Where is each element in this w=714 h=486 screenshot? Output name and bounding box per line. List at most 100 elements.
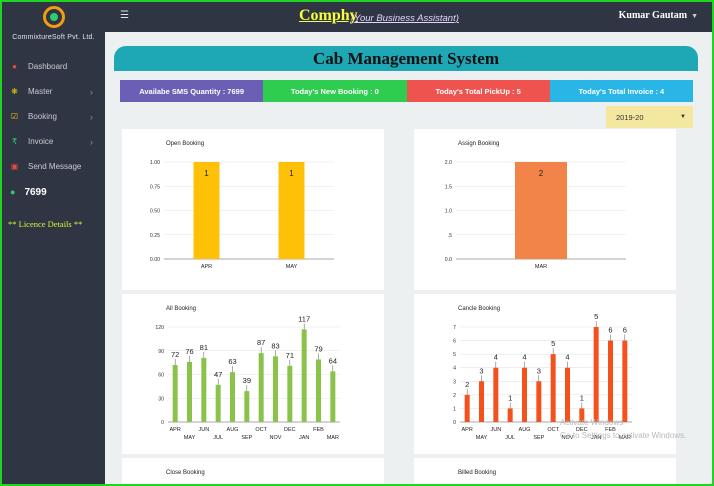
chart-card-assign-booking: Assign Booking 2.0 1.5 1.0 .5 0.0 2 MAR: [414, 129, 676, 290]
caret-down-icon: ▼: [691, 12, 698, 20]
data-label: 2: [465, 380, 469, 389]
bar: [316, 359, 321, 422]
chart-svg: 2.0 1.5 1.0 .5 0.0 2 MAR: [445, 160, 626, 270]
x-tick-label: APR: [462, 427, 473, 433]
y-tick-label: 7: [453, 325, 456, 331]
chart-title: Billed Booking: [458, 470, 497, 476]
bar: [515, 162, 567, 259]
financial-year-select[interactable]: 2019-20 ▼: [606, 106, 693, 128]
bar: [579, 408, 585, 422]
bar: [622, 340, 628, 422]
page-title-bar: Cab Management System: [114, 46, 698, 71]
data-label: 4: [565, 353, 569, 362]
chart-card-close-booking: Close Booking: [122, 458, 384, 484]
x-tick-label: NOV: [562, 435, 574, 441]
y-tick-label: 5: [453, 352, 456, 358]
y-tick-label: 3: [453, 379, 456, 385]
bar: [258, 353, 264, 422]
bar: [278, 162, 305, 259]
data-label: 1: [508, 393, 512, 402]
activate-windows-watermark: Activate Windows Go to Settings to activ…: [560, 416, 686, 442]
data-label: 117: [298, 314, 310, 323]
data-label: 79: [314, 344, 322, 353]
x-tick-label: DEC: [284, 427, 296, 433]
sidebar-item-master[interactable]: ❋ Master ›: [2, 79, 105, 104]
sidebar-item-send-message[interactable]: ▣ Send Message: [2, 154, 105, 179]
chart-card-all-booking: All Booking 120 90 60 30 0 72 APR 76 MAY 81 JUN 47 JU…: [122, 294, 384, 454]
chart-title: Cancle Booking: [458, 306, 501, 312]
x-tick-label: MAY: [184, 435, 196, 441]
user-icon: ●: [12, 62, 17, 71]
sidebar-item-label: Master: [28, 87, 53, 96]
stat-new-booking: Today's New Booking : 0: [263, 80, 407, 102]
y-tick-label: 1: [453, 406, 456, 412]
data-label: 4: [494, 353, 498, 362]
licence-details-link[interactable]: ** Licence Details **: [8, 219, 83, 229]
sidebar-item-dashboard[interactable]: ● Dashboard: [2, 54, 105, 79]
chart-card-open-booking: Open Booking 1.00 0.75 0.50 0.25 0.00 1 APR 1 MAY: [122, 129, 384, 290]
user-menu[interactable]: Kumar Gautam ▼: [619, 10, 698, 21]
data-label: 72: [171, 350, 179, 359]
stat-sms-quantity: Availabe SMS Quantity : 7699: [120, 80, 264, 102]
bar: [536, 381, 542, 422]
x-tick-label: SEP: [533, 435, 544, 441]
bar: [172, 365, 178, 422]
y-tick-label: 6: [453, 339, 456, 345]
data-label: 6: [623, 326, 627, 335]
topbar: ☰ Comphy (Your Business Assistant) Kumar…: [105, 2, 712, 32]
y-tick-label: 90: [158, 349, 164, 355]
x-tick-label: MAR: [535, 264, 547, 270]
chart-svg: 120 90 60 30 0 72 APR 76 MAY 81 JUN 47 JUL 63 AUG 39 SEP…: [155, 314, 340, 441]
x-tick-label: MAR: [327, 435, 339, 441]
data-label: 5: [594, 312, 598, 321]
hamburger-menu-icon[interactable]: ☰: [120, 10, 129, 21]
data-label: 39: [243, 376, 251, 385]
data-label: 5: [551, 339, 555, 348]
chart-title: Assign Booking: [458, 141, 500, 147]
data-label: 1: [204, 169, 209, 178]
bar: [550, 354, 556, 422]
bar: [230, 372, 235, 422]
page-title: Cab Management System: [312, 49, 500, 68]
x-tick-label: AUG: [227, 427, 239, 433]
bar: [464, 394, 470, 422]
brand-name[interactable]: Comphy: [299, 7, 358, 24]
x-tick-label: APR: [170, 427, 181, 433]
data-label: 83: [271, 341, 279, 350]
sidebar-item-label: Send Message: [28, 162, 82, 171]
data-label: 47: [214, 370, 222, 379]
bar: [507, 408, 513, 422]
logo-icon: [42, 6, 65, 28]
y-tick-label: 1.00: [150, 160, 160, 166]
chevron-right-icon: ›: [90, 136, 93, 147]
y-tick-label: 60: [158, 373, 164, 379]
sidebar-item-booking[interactable]: ☑ Booking ›: [2, 104, 105, 129]
y-tick-label: 30: [158, 396, 164, 402]
bar: [273, 356, 278, 422]
x-tick-label: MAR: [619, 435, 631, 441]
y-tick-label: 1.5: [445, 184, 452, 190]
message-icon: ▣: [10, 162, 19, 171]
data-label: 63: [228, 357, 236, 366]
x-tick-label: SEP: [241, 435, 252, 441]
company-logo[interactable]: CommixtureSoft Pvt. Ltd.: [2, 2, 105, 46]
bar: [608, 340, 613, 422]
x-tick-label: NOV: [270, 435, 282, 441]
sms-balance: ● 7699: [2, 179, 105, 205]
x-tick-label: DEC: [576, 427, 588, 433]
bar: [301, 329, 307, 422]
x-tick-label: AUG: [519, 427, 531, 433]
sidebar-item-label: Dashboard: [28, 62, 68, 71]
y-tick-label: .5: [448, 233, 452, 239]
chart-title: All Booking: [166, 306, 197, 312]
watermark-line-2: Go to Settings to activate Windows.: [560, 431, 687, 440]
chevron-right-icon: ›: [90, 111, 93, 122]
y-tick-label: 0.25: [150, 233, 160, 239]
x-tick-label: JAN: [591, 435, 601, 441]
data-label: 6: [608, 326, 612, 335]
bar: [201, 357, 207, 422]
bar: [565, 367, 570, 422]
y-tick-label: 0.00: [150, 257, 160, 263]
sidebar-item-invoice[interactable]: ₹ Invoice ›: [2, 129, 105, 154]
